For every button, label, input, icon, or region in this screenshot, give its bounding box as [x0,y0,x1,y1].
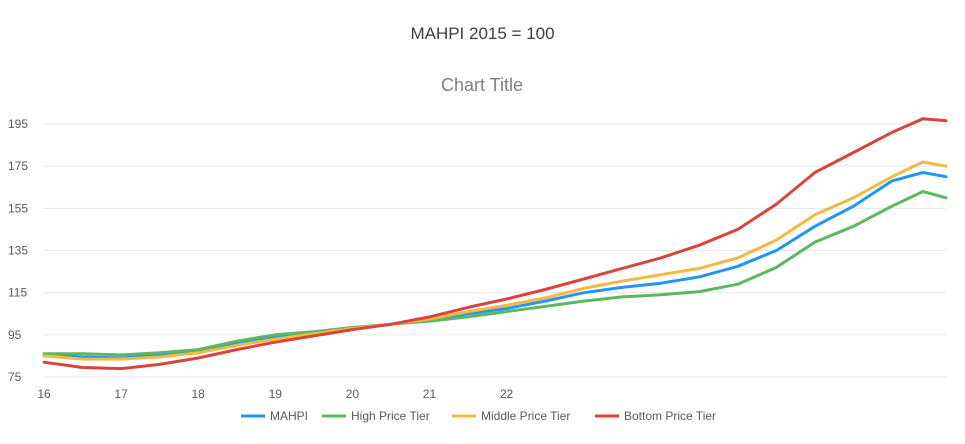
series-line-bottom-price-tier [42,117,948,371]
legend-label-bottom-price-tier: Bottom Price Tier [624,409,716,423]
legend-label-mahpi: MAHPI [270,409,308,423]
y-tick-label: 195 [8,117,28,131]
legend-label-high-price-tier: High Price Tier [351,409,430,423]
y-tick-label: 95 [8,328,22,342]
series-line-mahpi [42,171,948,360]
x-tick-label: 20 [346,387,360,401]
gridlines [44,123,946,378]
chart-title: Chart Title [441,75,523,95]
x-tick-label: 22 [500,387,514,401]
legend: MAHPI High Price Tier Middle Price Tier Bot… [241,409,716,423]
y-tick-label: 115 [8,286,27,300]
series-lines [42,117,948,371]
x-tick-label: 18 [192,387,206,401]
axes: 75 95 115 135 155 175 195 16 17 18 19 20 21 22 [8,117,514,401]
x-tick-label: 19 [269,387,283,401]
legend-label-middle-price-tier: Middle Price Tier [481,409,570,423]
series-line-middle-price-tier [42,160,948,361]
y-tick-label: 175 [8,159,28,173]
x-tick-label: 21 [423,387,437,401]
y-tick-label: 155 [8,201,28,215]
y-tick-label: 75 [8,370,22,384]
page-heading: MAHPI 2015 = 100 [410,24,555,43]
x-tick-label: 17 [114,387,128,401]
y-tick-label: 135 [8,244,28,258]
series-line-high-price-tier [42,190,948,357]
x-tick-label: 16 [37,387,51,401]
